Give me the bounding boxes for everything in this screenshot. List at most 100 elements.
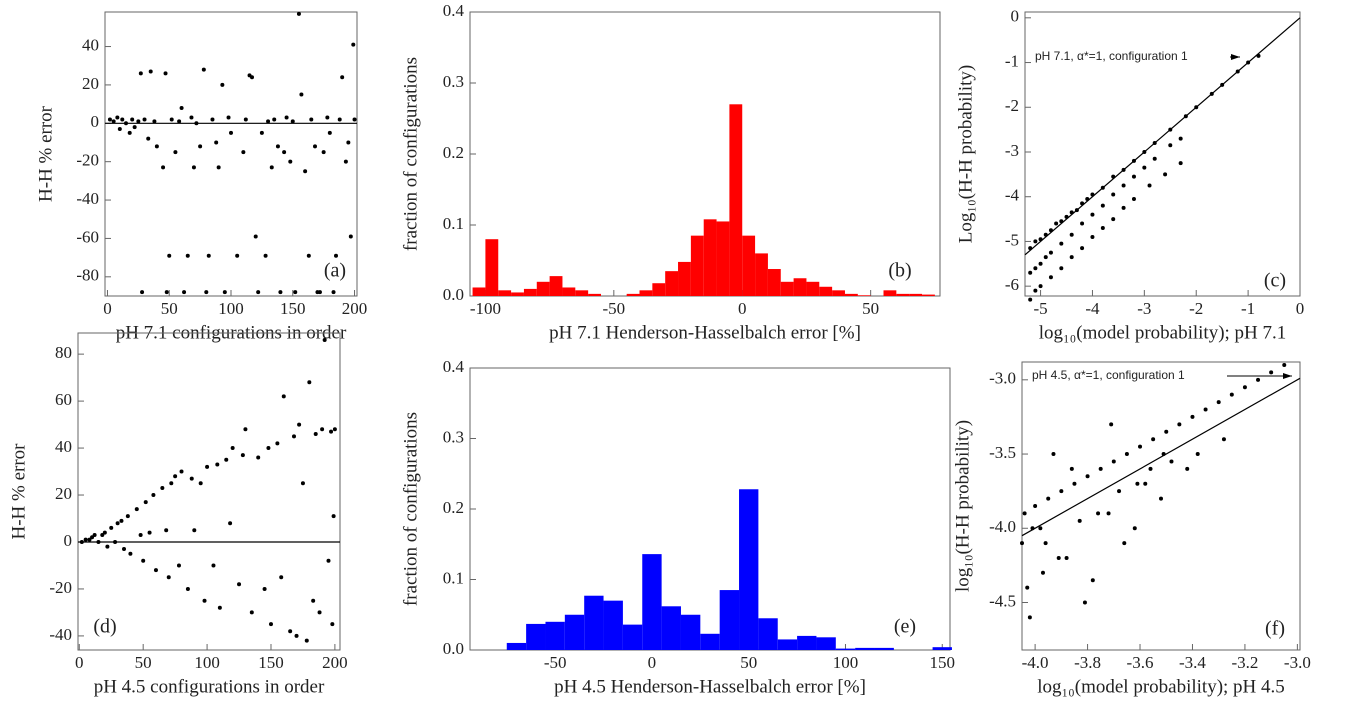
point xyxy=(125,514,130,519)
point xyxy=(290,119,295,124)
point xyxy=(228,521,233,526)
point xyxy=(1064,214,1069,219)
point xyxy=(179,105,184,110)
point xyxy=(1121,183,1126,188)
point xyxy=(189,476,194,481)
point xyxy=(140,290,145,295)
point xyxy=(1178,161,1183,166)
point xyxy=(1229,392,1234,397)
point xyxy=(317,610,322,615)
y-tick-label: 0 xyxy=(91,112,100,131)
point xyxy=(309,117,314,122)
bar xyxy=(896,293,910,296)
x-tick-label: -3.0 xyxy=(1284,653,1311,672)
point xyxy=(1069,466,1074,471)
point xyxy=(79,539,84,544)
point xyxy=(1111,192,1116,197)
point xyxy=(194,121,199,126)
point xyxy=(1111,174,1116,179)
point xyxy=(202,598,207,603)
point xyxy=(177,119,182,124)
point xyxy=(1131,174,1136,179)
point xyxy=(1038,261,1043,266)
point xyxy=(307,380,312,385)
point xyxy=(1080,201,1085,206)
bar xyxy=(523,288,537,296)
point xyxy=(346,140,351,145)
point xyxy=(100,532,105,537)
point xyxy=(148,69,153,74)
point xyxy=(1194,105,1199,110)
point xyxy=(1046,496,1051,501)
point xyxy=(117,127,122,132)
point xyxy=(1059,241,1064,246)
point xyxy=(317,290,322,295)
x-tick-label: -3.2 xyxy=(1231,653,1258,672)
point xyxy=(1169,459,1174,464)
point xyxy=(173,474,178,479)
bar xyxy=(793,278,807,296)
y-tick-label: -4.5 xyxy=(989,591,1016,610)
point xyxy=(288,159,293,164)
bar xyxy=(883,290,897,296)
point xyxy=(119,518,124,523)
y-tick-label: 0.3 xyxy=(443,72,464,91)
x-tick-label: 0 xyxy=(648,653,657,672)
point xyxy=(1142,149,1147,154)
bar xyxy=(690,235,704,296)
point xyxy=(136,119,141,124)
bar xyxy=(584,595,604,650)
point xyxy=(352,117,357,122)
point xyxy=(1143,481,1148,486)
point xyxy=(1168,127,1173,132)
bar xyxy=(562,287,576,296)
x-axis-label: log₁₀(model probability); pH 7.1 xyxy=(1039,322,1287,343)
bar xyxy=(819,286,833,296)
point xyxy=(130,117,135,122)
point xyxy=(230,446,235,451)
point xyxy=(83,537,88,542)
point xyxy=(1159,496,1163,501)
x-tick-label: -3.8 xyxy=(1074,653,1101,672)
point xyxy=(306,253,311,258)
point xyxy=(1090,578,1095,583)
bar xyxy=(639,290,653,296)
y-axis-label: fraction of configurations xyxy=(400,412,421,606)
point xyxy=(1038,284,1043,289)
point xyxy=(1022,511,1027,516)
bar xyxy=(909,293,923,296)
point xyxy=(278,290,283,295)
bar xyxy=(716,221,730,296)
x-tick-label: 150 xyxy=(258,653,284,672)
point xyxy=(198,144,203,149)
x-tick-label: 50 xyxy=(862,299,879,318)
point xyxy=(1098,466,1103,471)
point xyxy=(1020,541,1024,546)
point xyxy=(253,234,258,239)
point xyxy=(185,586,190,591)
bar xyxy=(661,606,681,650)
point xyxy=(176,563,181,568)
point xyxy=(1122,541,1127,546)
point xyxy=(1056,555,1061,560)
point xyxy=(266,446,271,451)
point xyxy=(1111,217,1116,222)
y-axis-label: fraction of configurations xyxy=(400,57,421,251)
point xyxy=(293,290,298,295)
point xyxy=(138,532,143,537)
y-tick-label: 0.1 xyxy=(443,568,464,587)
point xyxy=(1256,377,1261,382)
plot-frame xyxy=(77,332,341,651)
point xyxy=(198,481,203,486)
bar xyxy=(742,235,756,296)
point xyxy=(1142,165,1147,170)
panel-label: (b) xyxy=(888,260,911,282)
point xyxy=(1069,255,1074,260)
y-axis-label: H-H % error xyxy=(35,105,56,202)
point xyxy=(304,638,309,643)
point xyxy=(1148,466,1153,471)
y-tick-label: 60 xyxy=(55,390,72,409)
point xyxy=(161,165,166,170)
y-tick-label: 0.3 xyxy=(443,427,464,446)
point xyxy=(1132,526,1137,531)
